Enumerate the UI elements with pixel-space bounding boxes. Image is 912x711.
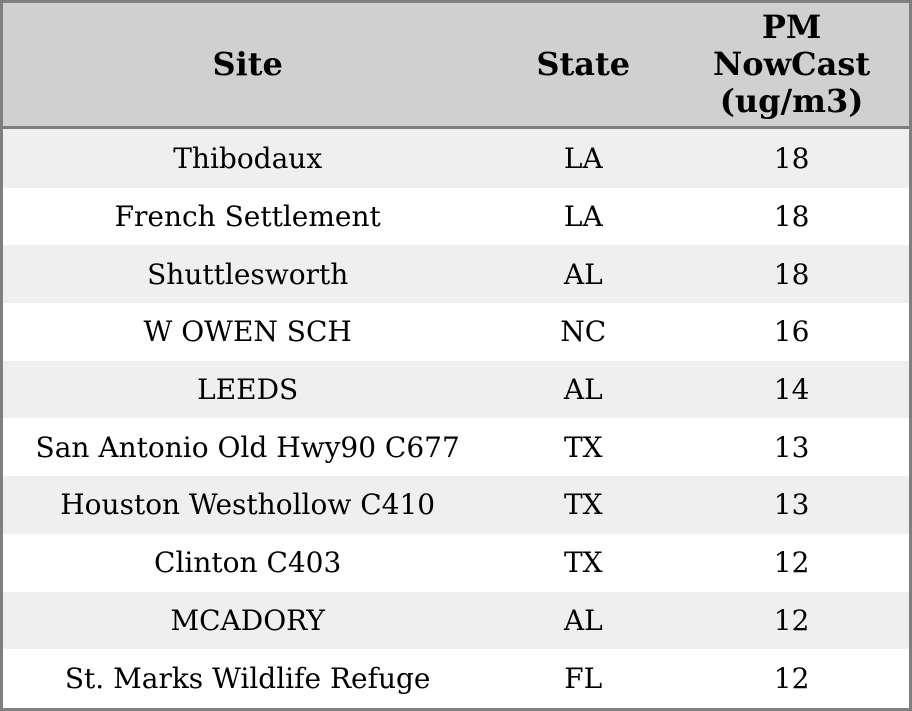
state-cell: NC — [560, 315, 607, 349]
table-row: San Antonio Old Hwy90 C677 TX 13 — [1, 418, 911, 477]
pm-value-cell: 14 — [773, 373, 810, 407]
table-row: Clinton C403 TX 12 — [1, 533, 911, 592]
site-cell: Thibodaux — [173, 141, 323, 175]
state-cell: LA — [563, 141, 603, 175]
table-row: W OWEN SCH NC 16 — [1, 303, 911, 361]
table-row: Shuttlesworth AL 18 — [1, 245, 911, 304]
site-cell: W OWEN SCH — [143, 315, 352, 349]
state-cell: LA — [563, 200, 603, 234]
site-cell: Houston Westhollow C410 — [60, 488, 436, 522]
pm-value-cell: 18 — [773, 141, 810, 175]
table-row: French Settlement LA 18 — [1, 187, 911, 246]
pm-value-cell: 16 — [773, 315, 810, 349]
pm-value-cell: 18 — [773, 257, 810, 291]
table-row: LEEDS AL 14 — [1, 360, 911, 419]
state-cell: TX — [563, 546, 603, 580]
site-cell: Clinton C403 — [154, 546, 342, 580]
col-header-site: Site — [1, 1, 493, 129]
pm-value-cell: 12 — [773, 603, 810, 637]
site-cell: Shuttlesworth — [147, 257, 349, 291]
pm-value-cell: 12 — [773, 546, 810, 580]
header-row: Site State PM NowCast (ug/m3) — [1, 1, 911, 129]
col-header-state: State — [492, 1, 675, 129]
state-cell: AL — [563, 257, 603, 291]
state-cell: FL — [564, 662, 603, 696]
pm-value-cell: 12 — [773, 662, 810, 696]
site-cell: LEEDS — [197, 373, 299, 407]
table-row: St. Marks Wildlife Refuge FL 12 — [1, 649, 911, 710]
site-cell: San Antonio Old Hwy90 C677 — [35, 430, 460, 464]
site-cell: St. Marks Wildlife Refuge — [64, 662, 431, 696]
state-cell: AL — [563, 603, 603, 637]
table-row: MCADORY AL 12 — [1, 591, 911, 650]
site-cell: French Settlement — [114, 200, 381, 234]
col-header-pm-nowcast: PM NowCast (ug/m3) — [674, 1, 911, 129]
state-cell: AL — [563, 373, 603, 407]
state-cell: TX — [563, 430, 603, 464]
pm-value-cell: 13 — [773, 488, 810, 522]
table-row: Thibodaux LA 18 — [1, 127, 911, 188]
pm-value-cell: 18 — [773, 200, 810, 234]
state-cell: TX — [563, 488, 603, 522]
table-row: Houston Westhollow C410 TX 13 — [1, 476, 911, 534]
site-cell: MCADORY — [170, 603, 325, 637]
pm-value-cell: 13 — [773, 430, 810, 464]
